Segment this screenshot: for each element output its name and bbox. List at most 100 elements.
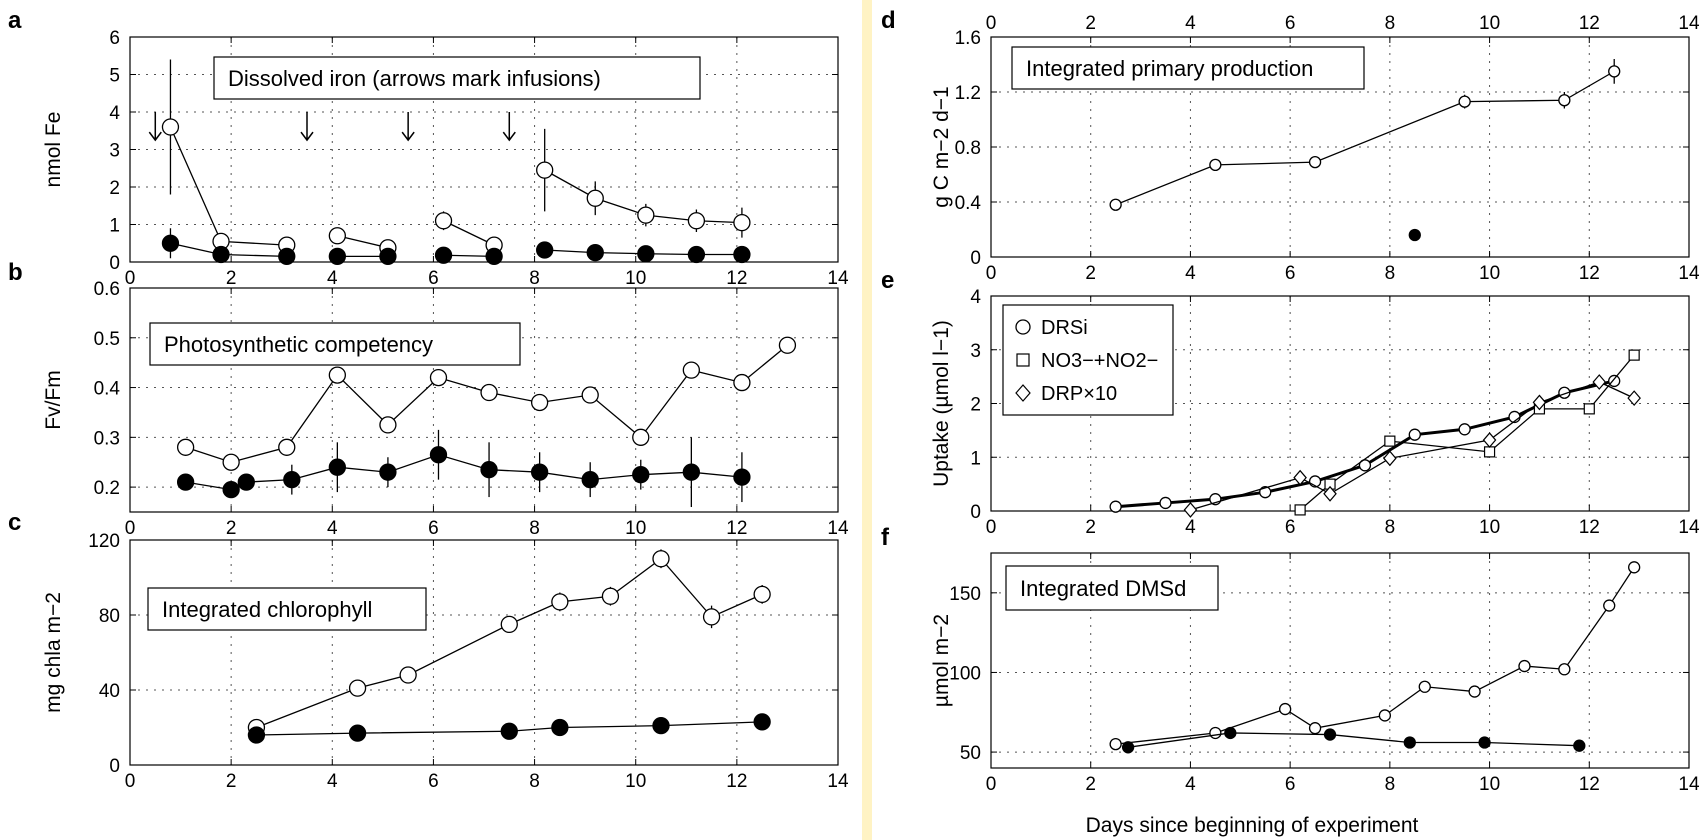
- annotation-text: Photosynthetic competency: [164, 332, 433, 357]
- infusion-arrow: [300, 112, 314, 142]
- plot-frame: [990, 552, 1690, 769]
- x-tick-label: 0: [986, 774, 997, 795]
- data-point: [328, 458, 346, 476]
- data-point: [1482, 432, 1497, 448]
- data-point: [586, 243, 604, 262]
- infusion-arrow: [401, 112, 415, 142]
- data-point: [1183, 502, 1198, 518]
- data-point: [733, 468, 751, 486]
- y-tick-label: 100: [949, 663, 981, 684]
- x-tick-label: 12: [726, 771, 747, 792]
- data-point: [733, 213, 751, 232]
- x-tick-label: 8: [529, 268, 540, 289]
- x-tick-label: 0: [986, 263, 997, 284]
- x-tick-label: 14: [1678, 263, 1700, 284]
- y-axis-label: µmol m−2: [930, 614, 953, 707]
- data-point: [237, 473, 255, 491]
- data-point: [212, 245, 230, 264]
- y-tick-label: 0: [109, 756, 120, 777]
- y-tick-label: 1: [109, 216, 120, 237]
- x-tick-label-top: 2: [1085, 13, 1096, 34]
- x-tick-label: 10: [1479, 517, 1500, 538]
- y-tick-label: 0: [970, 502, 981, 523]
- data-point: [1518, 659, 1531, 673]
- data-point: [379, 247, 397, 266]
- data-point: [161, 118, 180, 136]
- x-tick-label: 4: [327, 268, 338, 289]
- annotation-text: Integrated DMSd: [1020, 576, 1186, 601]
- x-tick-label: 6: [1285, 263, 1296, 284]
- y-tick-label: 3: [970, 341, 981, 362]
- data-point: [1308, 722, 1322, 735]
- series-line: [1115, 70, 1615, 206]
- data-point: [1583, 403, 1595, 415]
- data-point: [176, 438, 195, 456]
- legend-entry: DRSi: [1041, 317, 1088, 339]
- x-tick-label: 4: [1185, 263, 1196, 284]
- data-point: [176, 473, 195, 491]
- y-tick-label: 0.5: [94, 329, 120, 350]
- y-tick-label: 40: [99, 681, 120, 702]
- data-point: [1109, 737, 1122, 751]
- x-tick-label: 10: [625, 518, 646, 539]
- data-point: [1532, 394, 1547, 411]
- x-tick-label: 2: [1085, 517, 1096, 538]
- data-point: [632, 428, 650, 446]
- y-tick-label: 5: [109, 66, 120, 87]
- y-tick-label: 50: [960, 743, 981, 764]
- x-tick-label: 14: [1678, 517, 1700, 538]
- data-point: [480, 383, 498, 402]
- data-point: [652, 716, 670, 735]
- legend-marker: [1015, 384, 1031, 402]
- left-figure-card: [0, 0, 862, 840]
- data-point: [348, 679, 367, 697]
- data-point: [328, 366, 346, 384]
- data-point: [1224, 726, 1237, 740]
- data-point: [1209, 158, 1222, 172]
- data-point: [1608, 374, 1621, 388]
- data-point: [434, 212, 453, 230]
- y-tick-label: 0.4: [94, 379, 121, 400]
- x-tick-label: 12: [1579, 517, 1600, 538]
- x-tick-label: 10: [625, 771, 646, 792]
- x-tick-label: 10: [625, 268, 646, 289]
- data-point: [601, 587, 620, 605]
- data-point: [1408, 228, 1421, 242]
- panel-b: 0 2 4 6 8 10 12 14 0.2 0.3 0.4 0.5 0.6 b Fv/Fm Photosyn…: [8, 259, 849, 539]
- data-point: [247, 726, 266, 744]
- y-tick-label: 4: [970, 287, 981, 308]
- x-tick-label-top: 4: [1185, 13, 1196, 34]
- y-tick-label: 0.6: [94, 279, 120, 300]
- y-tick-label: 3: [109, 141, 120, 162]
- y-axis-label: g C m−2 d−1: [930, 86, 953, 207]
- x-tick-label: 6: [428, 771, 439, 792]
- data-point: [278, 247, 296, 266]
- data-point: [1384, 435, 1396, 447]
- panel-label: a: [8, 7, 22, 34]
- data-point: [222, 480, 240, 499]
- data-point: [1209, 726, 1222, 740]
- x-tick-label: 6: [1285, 517, 1296, 538]
- data-point: [586, 189, 604, 207]
- legend-box: [1002, 304, 1174, 416]
- y-tick-label: 1.2: [955, 83, 981, 104]
- y-axis-label: Uptake (µmol l−1): [930, 320, 953, 487]
- x-tick-label: 6: [428, 268, 439, 289]
- data-point: [652, 550, 670, 568]
- data-point: [278, 438, 296, 456]
- data-point: [637, 206, 655, 224]
- panel-f: 0 2 4 6 8 10 12 14 50 100 150 f µmol m−2 Integrated D…: [881, 524, 1700, 795]
- panel-label: c: [8, 509, 21, 536]
- data-point: [1418, 680, 1431, 693]
- data-point: [1159, 496, 1172, 510]
- data-point: [1323, 485, 1337, 502]
- data-point: [161, 234, 180, 252]
- data-point: [348, 724, 367, 742]
- data-point: [733, 245, 751, 264]
- legend-entry: DRP×10: [1041, 383, 1117, 405]
- annotation-box: [1011, 46, 1365, 90]
- data-point: [1109, 500, 1122, 513]
